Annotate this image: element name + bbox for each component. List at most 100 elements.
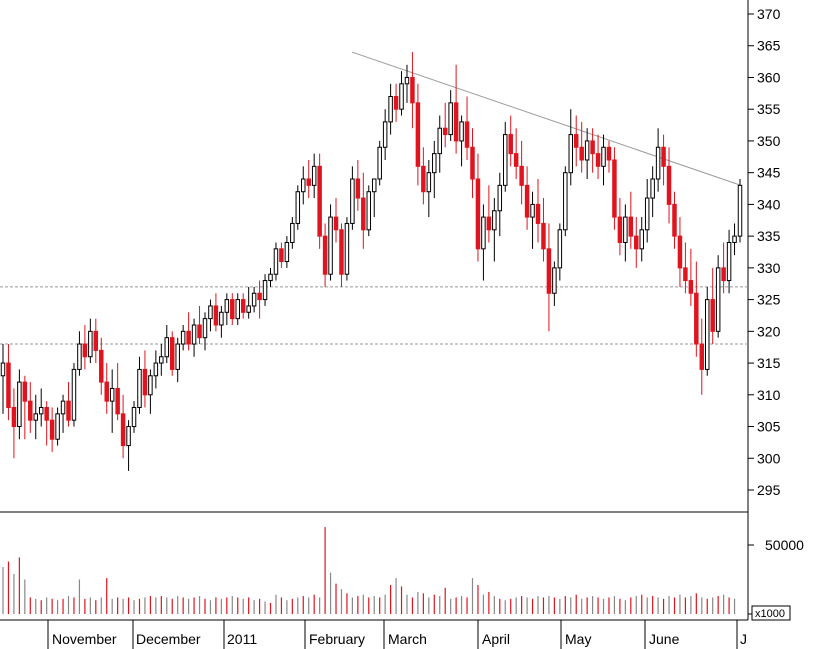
candle <box>0 344 6 414</box>
candle <box>432 140 437 199</box>
candle-body <box>503 134 508 186</box>
month-label: 2011 <box>227 631 257 647</box>
candle <box>279 242 284 268</box>
candle <box>563 166 568 237</box>
candle-body <box>295 191 301 224</box>
candle <box>421 147 426 205</box>
candle <box>688 248 694 306</box>
candle <box>366 185 372 237</box>
candle <box>486 185 492 243</box>
candle-body <box>208 305 213 320</box>
candle <box>601 134 606 186</box>
candle-body <box>404 76 410 85</box>
candle <box>661 134 666 186</box>
candle-body <box>0 362 6 377</box>
candle-body <box>126 426 131 447</box>
candle-body <box>11 406 17 428</box>
candle-body <box>230 299 235 320</box>
candle-body <box>317 165 322 237</box>
trendline-group <box>351 51 742 186</box>
candle-body <box>628 216 634 237</box>
candle <box>109 369 115 433</box>
candle <box>732 223 737 256</box>
candle-body <box>634 235 639 250</box>
candle-body <box>601 146 606 167</box>
candle-body <box>22 381 28 402</box>
candle-body <box>421 165 426 193</box>
candle-body <box>377 146 382 180</box>
candle <box>169 331 175 376</box>
candle-body <box>251 292 257 307</box>
candle <box>448 90 453 141</box>
candle-body <box>55 413 60 440</box>
candle <box>273 242 279 281</box>
price-tick-label: 315 <box>757 355 781 371</box>
candle <box>470 128 475 199</box>
candle-body <box>82 343 88 358</box>
candle-body <box>224 299 230 313</box>
candle-body <box>279 248 284 263</box>
candle-body <box>350 178 355 224</box>
candle-body <box>93 330 99 351</box>
candle <box>202 312 208 351</box>
candle <box>355 159 361 211</box>
candle <box>552 261 557 306</box>
candle-body <box>644 197 650 231</box>
candle <box>623 204 628 262</box>
candle-body <box>672 203 677 237</box>
candle-body <box>120 413 126 447</box>
candle-body <box>322 235 328 275</box>
candle-body <box>109 387 115 402</box>
candle-body <box>464 121 470 148</box>
candle <box>350 166 355 230</box>
candle <box>426 159 432 218</box>
candle <box>497 172 503 237</box>
candle <box>546 223 552 332</box>
candle <box>246 286 251 319</box>
candle <box>290 217 295 249</box>
candle <box>382 109 388 160</box>
candle-body <box>88 330 93 358</box>
candle <box>11 388 17 459</box>
candle <box>639 217 644 262</box>
price-tick-label: 330 <box>757 260 781 276</box>
candle <box>268 267 273 287</box>
candle <box>508 115 513 167</box>
candle <box>60 394 66 433</box>
candle-body <box>453 102 459 142</box>
candle <box>82 324 88 370</box>
candle-body <box>38 406 44 415</box>
candle <box>371 178 377 218</box>
candle-body <box>104 381 109 402</box>
candle <box>606 140 612 173</box>
candle <box>530 191 535 249</box>
candle <box>513 128 519 180</box>
candle-body <box>191 324 197 345</box>
candle-body <box>49 419 55 440</box>
candle <box>737 179 743 243</box>
candle <box>257 280 262 319</box>
candle-body <box>28 400 33 421</box>
resistance-trendline <box>351 51 742 186</box>
month-label: November <box>52 631 117 647</box>
time-axis: November December 2011 February March Ap… <box>47 620 747 649</box>
candle-body <box>513 153 519 167</box>
candle <box>617 198 623 256</box>
candle-body <box>573 134 579 148</box>
candle <box>142 350 148 408</box>
candle-body <box>677 235 683 269</box>
candle <box>235 293 240 325</box>
candle-body <box>393 96 399 110</box>
candle-body <box>164 337 170 358</box>
candle <box>77 331 82 376</box>
candle-body <box>290 222 295 243</box>
candle <box>377 140 382 186</box>
candle-body <box>704 299 710 370</box>
candle <box>672 191 677 249</box>
candle-body <box>541 222 546 250</box>
candle-body <box>66 400 71 421</box>
candle <box>22 375 28 440</box>
candle-body <box>639 229 644 250</box>
price-tick-label: 335 <box>757 228 781 244</box>
candle-body <box>301 178 306 193</box>
